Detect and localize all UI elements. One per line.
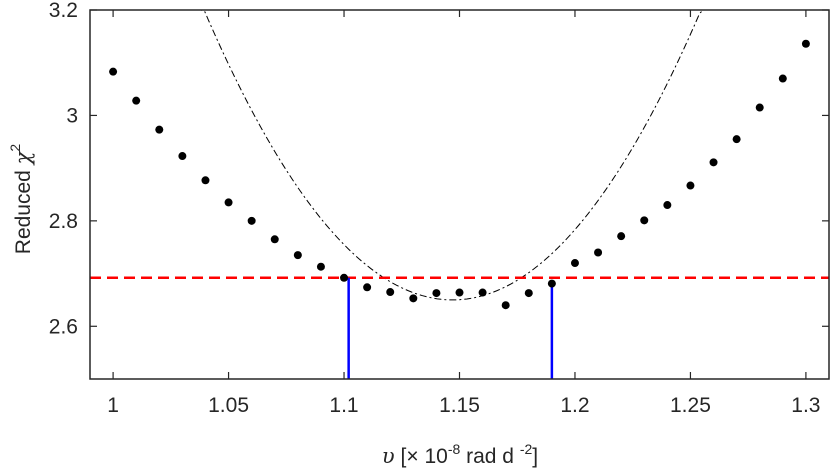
data-point [155,125,164,134]
ticks-layer [90,9,829,379]
x-tick-label: 1 [107,394,119,417]
x-tick-label: 1.3 [791,394,820,417]
y-axis-label: Reduced χ2 [7,144,35,255]
data-point [224,198,233,207]
y-axis-symbol: χ [11,150,35,166]
x-tick-label: 1.25 [670,394,711,417]
data-point [247,216,256,225]
data-point [801,39,810,48]
x-axis-label-pre: [× 10 [395,445,448,468]
bounds-layer [347,277,554,379]
data-point [478,288,487,297]
x-tick-label: 1.05 [208,394,249,417]
data-point [270,235,279,244]
data-point [547,279,556,288]
plot-frame [89,9,830,380]
data-point [293,251,302,260]
data-point [455,288,464,297]
x-axis-label-post: ] [532,445,538,468]
data-point [686,181,695,190]
data-point [709,158,718,167]
data-point [340,273,349,282]
x-axis-exponent: -8 [448,441,461,457]
data-point [432,289,441,298]
data-point [201,176,210,185]
data-point [409,294,418,303]
data-point [363,283,372,292]
x-tick-label: 1.15 [439,394,480,417]
data-point [755,103,764,112]
data-point [594,248,603,257]
data-point [132,96,141,105]
y-tick-label: 3.2 [49,0,78,22]
data-point [778,74,787,83]
x-axis-label-mid: rad d [460,445,520,468]
y-tick-label: 2.6 [49,315,78,338]
data-point [386,288,395,297]
data-point [109,67,118,76]
data-point [732,135,741,144]
x-axis-label: υ [× 10-8 rad d -2] [382,441,538,468]
fit-curve [90,9,829,301]
tick-labels: 1 1.05 1.1 1.15 1.2 1.25 1.3 2.6 2.8 3 3.2 [49,0,821,417]
fit-layer [90,9,829,301]
y-axis-exponent: 2 [7,144,23,152]
x-tick-label: 1.1 [329,394,358,417]
points-layer [109,39,810,310]
data-point [640,216,649,225]
y-tick-label: 2.8 [49,210,78,233]
data-point [524,289,533,298]
data-point [501,301,510,310]
x-tick-label: 1.2 [560,394,589,417]
data-point [570,259,579,268]
data-point [178,152,187,161]
x-axis-exponent-2: -2 [520,441,533,457]
data-point [316,262,325,271]
y-axis-label-pre: Reduced [12,164,35,254]
data-point [617,232,626,241]
x-axis-symbol: υ [382,444,395,468]
y-tick-label: 3 [66,104,78,127]
data-point [663,201,672,210]
